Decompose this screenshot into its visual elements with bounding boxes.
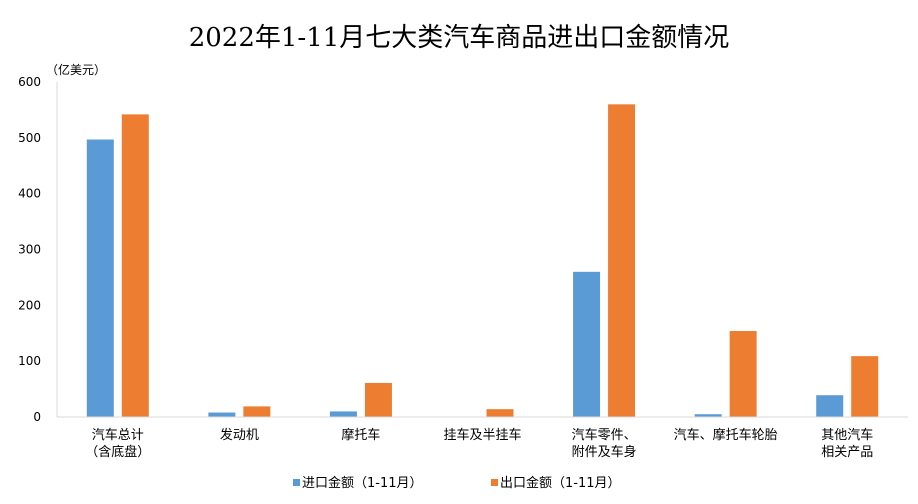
y-tick-label: 600	[18, 75, 41, 89]
x-category-label: 其他汽车	[821, 427, 873, 443]
import-bar-0	[86, 139, 114, 417]
export-bar-2	[364, 382, 392, 417]
y-tick-label: 400	[18, 187, 41, 201]
legend-swatch-1	[491, 479, 498, 486]
import-bar-4	[573, 271, 601, 417]
import-bar-5	[694, 414, 722, 417]
x-category-label: 汽车总计	[92, 427, 144, 443]
x-category-label: 汽车零件、	[572, 427, 637, 443]
legend-label-0: 进口金额（1-11月）	[302, 475, 423, 491]
y-tick-label: 500	[18, 131, 41, 145]
export-bar-5	[729, 331, 757, 417]
y-axis-unit-label: （亿美元）	[46, 62, 106, 77]
y-tick-label: 100	[18, 354, 41, 368]
x-category-label: 附件及车身	[572, 444, 637, 460]
export-bar-1	[243, 406, 271, 417]
import-bar-1	[208, 412, 236, 417]
bars	[86, 104, 879, 417]
export-bar-3	[486, 409, 514, 417]
y-tick-label: 0	[33, 410, 41, 424]
legend-label-1: 出口金额（1-11月）	[500, 475, 621, 491]
x-category-label: 摩托车	[341, 427, 380, 443]
y-tick-label: 300	[18, 243, 41, 257]
x-category-label: 汽车、摩托车轮胎	[674, 427, 778, 443]
legend-swatch-0	[293, 479, 300, 486]
x-category-label: 相关产品	[821, 445, 873, 460]
x-category-label: （含底盘）	[85, 444, 150, 460]
y-tick-label: 200	[18, 298, 41, 312]
x-category-label: 挂车及半挂车	[443, 427, 521, 443]
import-bar-2	[329, 411, 357, 417]
import-bar-6	[816, 395, 844, 417]
y-axis: 0 100 200 300 400 500 600	[18, 75, 58, 424]
x-category-label: 发动机	[220, 427, 259, 443]
export-bar-6	[851, 356, 879, 417]
export-bar-0	[121, 114, 149, 417]
chart-title: 2022年1-11月七大类汽车商品进出口金额情况	[189, 23, 730, 53]
export-bar-4	[608, 104, 636, 417]
legend: 进口金额（1-11月） 出口金额（1-11月）	[293, 475, 621, 491]
x-axis: 汽车总计（含底盘） 发动机 摩托车 挂车及半挂车 汽车零件、附件及车身 汽车、摩托车轮胎 其…	[57, 416, 908, 460]
